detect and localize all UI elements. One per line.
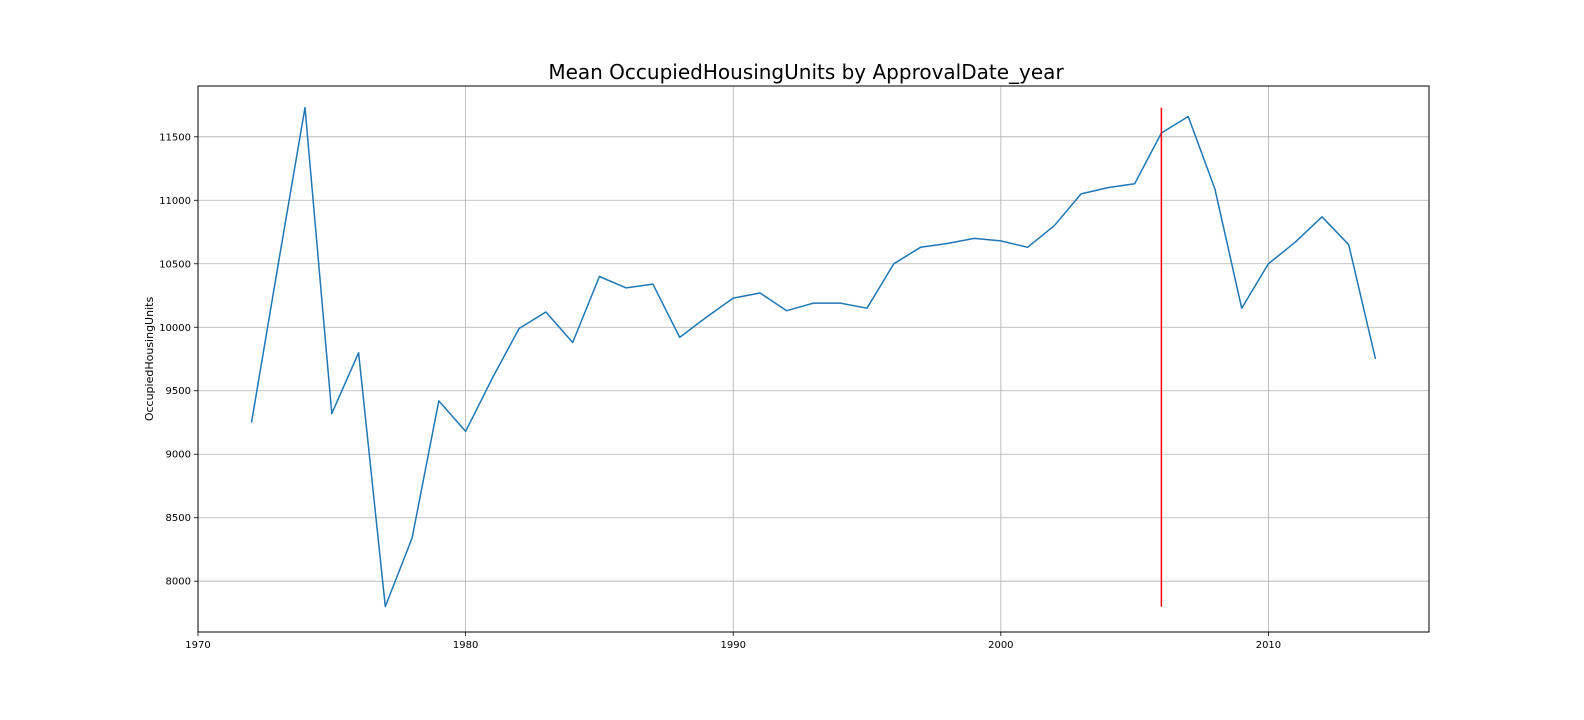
axis-ticks: 1970 1980 1990 2000 2010 8000 8500 9000 9500 1000… (159, 132, 1281, 651)
x-tick-label: 1980 (453, 640, 478, 651)
grid (197, 86, 1429, 632)
y-tick-label: 11000 (159, 196, 191, 207)
x-tick-label: 2000 (988, 640, 1013, 651)
y-tick-label: 9000 (166, 450, 191, 461)
y-tick-label: 8500 (166, 513, 191, 524)
x-tick-label: 2010 (1256, 640, 1281, 651)
plot-frame (197, 85, 1430, 633)
y-axis-label: OccupiedHousingUnits (143, 297, 156, 422)
y-tick-label: 9500 (166, 386, 191, 397)
chart-title: Mean OccupiedHousingUnits by ApprovalDat… (548, 60, 1064, 84)
y-tick-label: 10000 (159, 323, 191, 334)
y-tick-label: 8000 (166, 577, 191, 588)
x-tick-label: 1970 (185, 640, 210, 651)
x-tick-label: 1990 (720, 640, 745, 651)
series-line (250, 106, 1377, 608)
y-tick-label: 11500 (159, 132, 191, 143)
data-series (250, 106, 1377, 608)
plot-area (198, 86, 1429, 632)
y-tick-label: 10500 (159, 259, 191, 270)
